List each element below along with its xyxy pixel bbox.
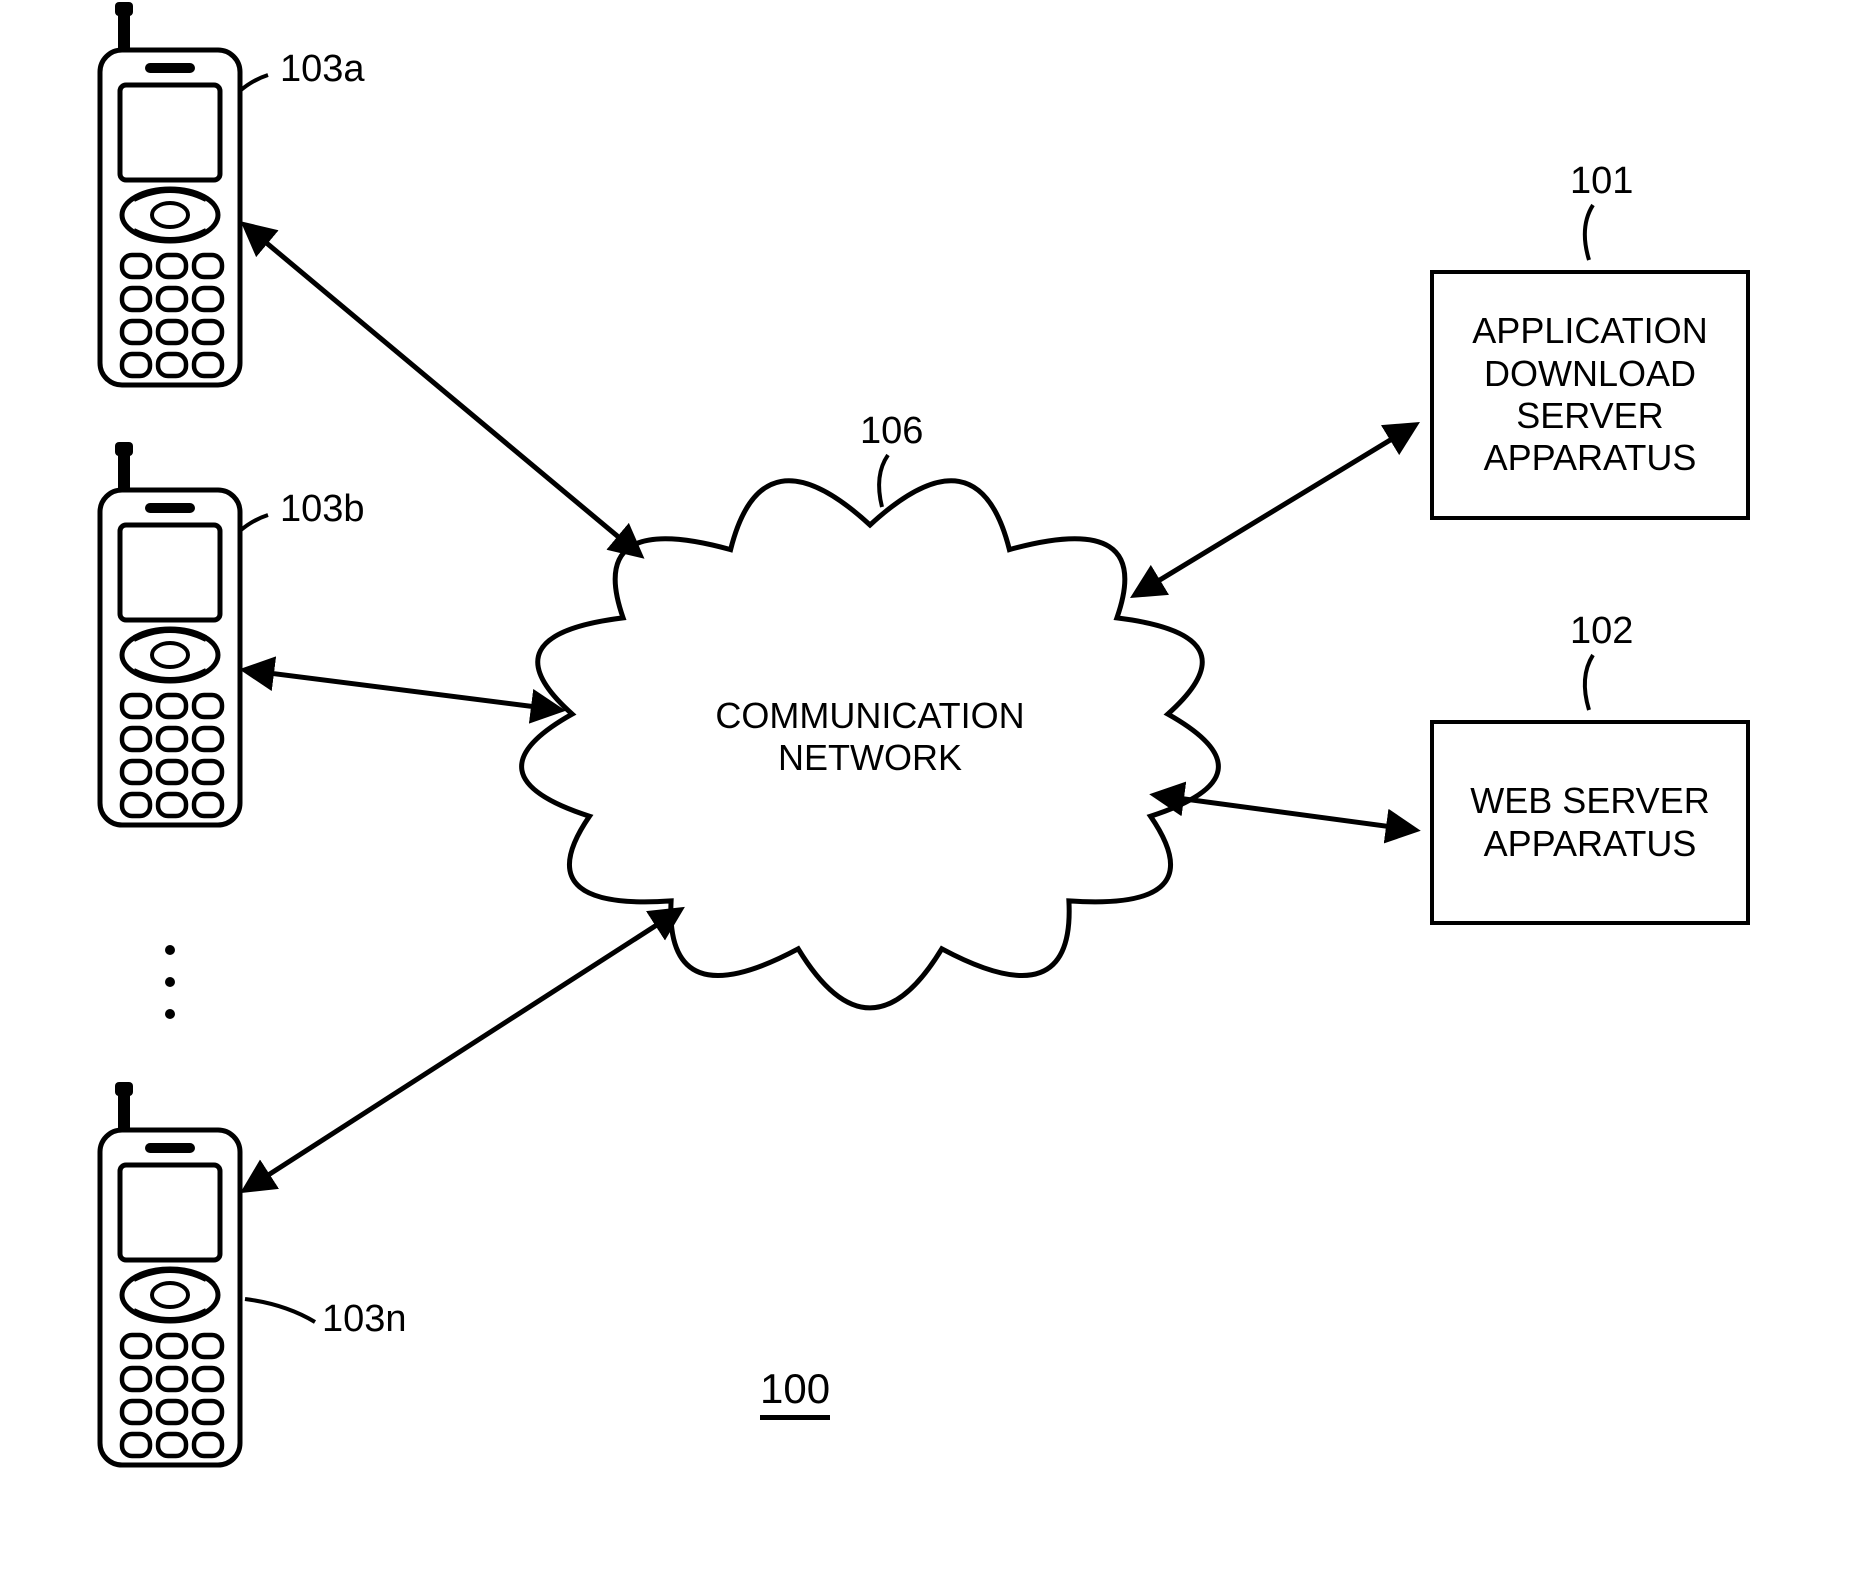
figure-number: 100	[760, 1365, 830, 1420]
phone-n-label: 103n	[322, 1298, 407, 1341]
cloud-ref-label: 106	[860, 410, 923, 453]
phone-a-icon	[100, 2, 240, 385]
app-server-ref-label: 101	[1570, 160, 1633, 203]
phone-a-label: 103a	[280, 48, 365, 91]
vertical-ellipsis	[165, 945, 175, 1019]
phone-n-icon	[100, 1082, 240, 1465]
phone-b-label: 103b	[280, 488, 365, 531]
phone-b-icon	[100, 442, 240, 825]
web-server-ref-label: 102	[1570, 610, 1633, 653]
web-server-text: WEB SERVERAPPARATUS	[1470, 780, 1709, 865]
app-download-server-box: APPLICATIONDOWNLOADSERVERAPPARATUS	[1430, 270, 1750, 520]
app-download-server-text: APPLICATIONDOWNLOADSERVERAPPARATUS	[1472, 310, 1707, 480]
diagram-stage: APPLICATIONDOWNLOADSERVERAPPARATUS WEB S…	[0, 0, 1857, 1583]
cloud-label: COMMUNICATIONNETWORK	[695, 695, 1045, 779]
web-server-box: WEB SERVERAPPARATUS	[1430, 720, 1750, 925]
